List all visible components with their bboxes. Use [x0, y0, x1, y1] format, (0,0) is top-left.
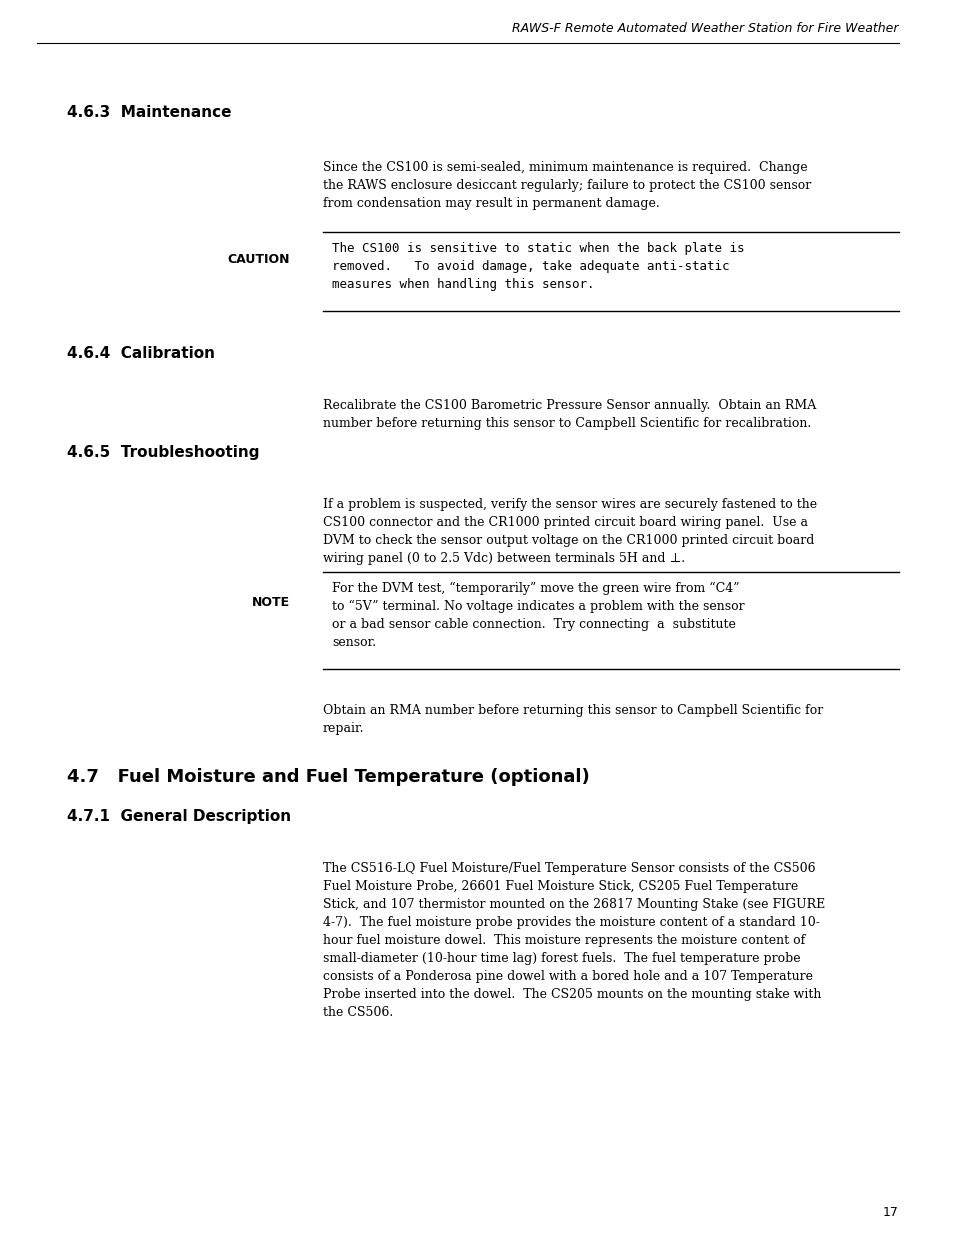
Text: 17: 17	[882, 1207, 898, 1219]
Text: Obtain an RMA number before returning this sensor to Campbell Scientific for
rep: Obtain an RMA number before returning th…	[322, 704, 822, 735]
Text: Since the CS100 is semi-sealed, minimum maintenance is required.  Change
the RAW: Since the CS100 is semi-sealed, minimum …	[322, 161, 810, 210]
Text: 4.6.4  Calibration: 4.6.4 Calibration	[68, 346, 215, 361]
Text: RAWS-F Remote Automated Weather Station for Fire Weather: RAWS-F Remote Automated Weather Station …	[512, 21, 898, 35]
Text: 4.7.1  General Description: 4.7.1 General Description	[68, 809, 292, 824]
Text: 4.6.3  Maintenance: 4.6.3 Maintenance	[68, 105, 232, 120]
Text: Recalibrate the CS100 Barometric Pressure Sensor annually.  Obtain an RMA
number: Recalibrate the CS100 Barometric Pressur…	[322, 399, 816, 430]
Text: If a problem is suspected, verify the sensor wires are securely fastened to the
: If a problem is suspected, verify the se…	[322, 498, 816, 564]
Text: 4.7   Fuel Moisture and Fuel Temperature (optional): 4.7 Fuel Moisture and Fuel Temperature (…	[68, 768, 590, 787]
Text: For the DVM test, “temporarily” move the green wire from “C4”
to “5V” terminal. : For the DVM test, “temporarily” move the…	[332, 582, 744, 650]
Text: The CS100 is sensitive to static when the back plate is
removed.   To avoid dama: The CS100 is sensitive to static when th…	[332, 242, 744, 291]
Text: 4.6.5  Troubleshooting: 4.6.5 Troubleshooting	[68, 445, 259, 459]
Text: NOTE: NOTE	[252, 595, 290, 609]
Text: CAUTION: CAUTION	[228, 253, 290, 266]
Text: The CS516-LQ Fuel Moisture/Fuel Temperature Sensor consists of the CS506
Fuel Mo: The CS516-LQ Fuel Moisture/Fuel Temperat…	[322, 862, 824, 1019]
